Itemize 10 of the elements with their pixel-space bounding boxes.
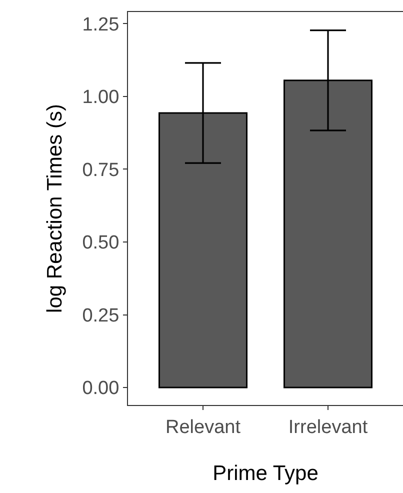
x-tick-label: Relevant: [166, 416, 242, 438]
y-tick-label: 1.25: [82, 14, 120, 36]
y-tick-label: 0.25: [82, 305, 120, 326]
y-axis-title: log Reaction Times (s): [43, 104, 66, 313]
y-tick-label: 1.00: [82, 87, 120, 108]
y-tick-label: 0.00: [82, 378, 120, 400]
y-tick-label: 0.75: [82, 160, 120, 181]
x-axis-title: Prime Type: [212, 462, 318, 485]
x-tick-label: Irrelevant: [288, 416, 368, 438]
y-tick-label: 0.50: [82, 232, 120, 254]
